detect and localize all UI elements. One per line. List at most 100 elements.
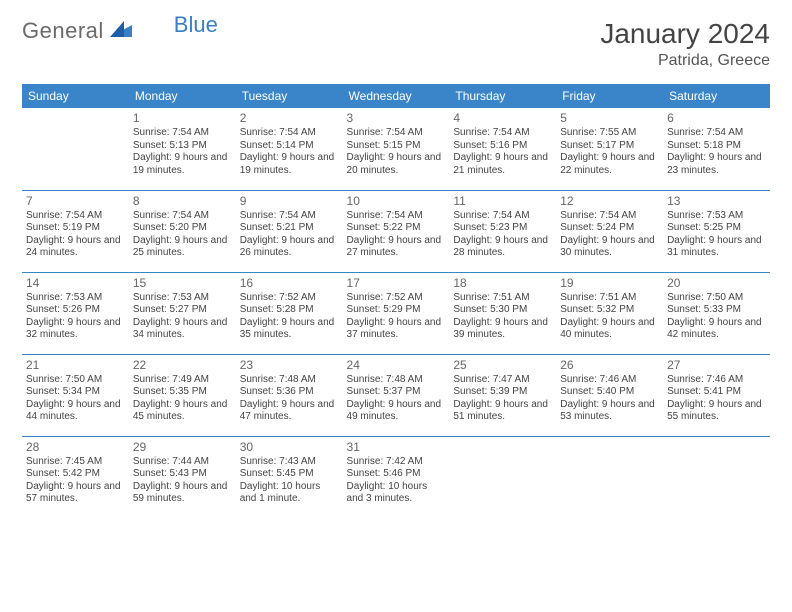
title-block: January 2024 Patrida, Greece xyxy=(600,18,770,70)
calendar-cell xyxy=(556,436,663,518)
sunset-line: Sunset: 5:33 PM xyxy=(667,304,766,317)
sunrise-line: Sunrise: 7:42 AM xyxy=(347,456,446,469)
logo-text-general: General xyxy=(22,18,104,44)
daylight-line: Daylight: 9 hours and 22 minutes. xyxy=(560,152,659,177)
calendar-cell: 5Sunrise: 7:55 AMSunset: 5:17 PMDaylight… xyxy=(556,108,663,190)
day-number: 29 xyxy=(133,440,232,455)
calendar-cell: 3Sunrise: 7:54 AMSunset: 5:15 PMDaylight… xyxy=(343,108,450,190)
sunrise-line: Sunrise: 7:54 AM xyxy=(667,127,766,140)
sunset-line: Sunset: 5:14 PM xyxy=(240,140,339,153)
calendar-cell: 11Sunrise: 7:54 AMSunset: 5:23 PMDayligh… xyxy=(449,190,556,272)
daylight-line: Daylight: 9 hours and 31 minutes. xyxy=(667,235,766,260)
day-number: 24 xyxy=(347,358,446,373)
calendar-cell: 12Sunrise: 7:54 AMSunset: 5:24 PMDayligh… xyxy=(556,190,663,272)
sunrise-line: Sunrise: 7:54 AM xyxy=(453,210,552,223)
calendar-cell: 28Sunrise: 7:45 AMSunset: 5:42 PMDayligh… xyxy=(22,436,129,518)
daylight-line: Daylight: 9 hours and 28 minutes. xyxy=(453,235,552,260)
daylight-line: Daylight: 9 hours and 42 minutes. xyxy=(667,317,766,342)
calendar-cell: 30Sunrise: 7:43 AMSunset: 5:45 PMDayligh… xyxy=(236,436,343,518)
day-number: 22 xyxy=(133,358,232,373)
day-number: 21 xyxy=(26,358,125,373)
sunset-line: Sunset: 5:28 PM xyxy=(240,304,339,317)
day-number: 27 xyxy=(667,358,766,373)
sunrise-line: Sunrise: 7:45 AM xyxy=(26,456,125,469)
daylight-line: Daylight: 9 hours and 57 minutes. xyxy=(26,481,125,506)
daylight-line: Daylight: 9 hours and 19 minutes. xyxy=(133,152,232,177)
daylight-line: Daylight: 9 hours and 47 minutes. xyxy=(240,399,339,424)
location: Patrida, Greece xyxy=(600,52,770,70)
day-number: 31 xyxy=(347,440,446,455)
daylight-line: Daylight: 9 hours and 26 minutes. xyxy=(240,235,339,260)
calendar-week: 1Sunrise: 7:54 AMSunset: 5:13 PMDaylight… xyxy=(22,108,770,190)
day-number: 5 xyxy=(560,111,659,126)
calendar-cell: 29Sunrise: 7:44 AMSunset: 5:43 PMDayligh… xyxy=(129,436,236,518)
sunset-line: Sunset: 5:34 PM xyxy=(26,386,125,399)
sunrise-line: Sunrise: 7:52 AM xyxy=(240,292,339,305)
calendar-cell xyxy=(22,108,129,190)
sunset-line: Sunset: 5:15 PM xyxy=(347,140,446,153)
calendar-cell: 13Sunrise: 7:53 AMSunset: 5:25 PMDayligh… xyxy=(663,190,770,272)
sunrise-line: Sunrise: 7:46 AM xyxy=(560,374,659,387)
sunset-line: Sunset: 5:18 PM xyxy=(667,140,766,153)
calendar-cell: 31Sunrise: 7:42 AMSunset: 5:46 PMDayligh… xyxy=(343,436,450,518)
day-number: 12 xyxy=(560,194,659,209)
calendar-week: 7Sunrise: 7:54 AMSunset: 5:19 PMDaylight… xyxy=(22,190,770,272)
sunset-line: Sunset: 5:32 PM xyxy=(560,304,659,317)
calendar-cell: 19Sunrise: 7:51 AMSunset: 5:32 PMDayligh… xyxy=(556,272,663,354)
calendar-cell: 10Sunrise: 7:54 AMSunset: 5:22 PMDayligh… xyxy=(343,190,450,272)
day-number: 17 xyxy=(347,276,446,291)
sunset-line: Sunset: 5:16 PM xyxy=(453,140,552,153)
sunrise-line: Sunrise: 7:48 AM xyxy=(347,374,446,387)
day-number: 25 xyxy=(453,358,552,373)
day-header: Wednesday xyxy=(343,84,450,108)
daylight-line: Daylight: 9 hours and 40 minutes. xyxy=(560,317,659,342)
calendar-table: SundayMondayTuesdayWednesdayThursdayFrid… xyxy=(22,84,770,518)
calendar-cell: 2Sunrise: 7:54 AMSunset: 5:14 PMDaylight… xyxy=(236,108,343,190)
sunrise-line: Sunrise: 7:54 AM xyxy=(133,210,232,223)
daylight-line: Daylight: 9 hours and 49 minutes. xyxy=(347,399,446,424)
sunrise-line: Sunrise: 7:50 AM xyxy=(26,374,125,387)
calendar-cell: 1Sunrise: 7:54 AMSunset: 5:13 PMDaylight… xyxy=(129,108,236,190)
calendar-week: 14Sunrise: 7:53 AMSunset: 5:26 PMDayligh… xyxy=(22,272,770,354)
calendar-cell: 20Sunrise: 7:50 AMSunset: 5:33 PMDayligh… xyxy=(663,272,770,354)
daylight-line: Daylight: 10 hours and 1 minute. xyxy=(240,481,339,506)
day-number: 9 xyxy=(240,194,339,209)
daylight-line: Daylight: 9 hours and 20 minutes. xyxy=(347,152,446,177)
sunset-line: Sunset: 5:42 PM xyxy=(26,468,125,481)
calendar-week: 28Sunrise: 7:45 AMSunset: 5:42 PMDayligh… xyxy=(22,436,770,518)
sunset-line: Sunset: 5:36 PM xyxy=(240,386,339,399)
daylight-line: Daylight: 10 hours and 3 minutes. xyxy=(347,481,446,506)
sunset-line: Sunset: 5:27 PM xyxy=(133,304,232,317)
sunset-line: Sunset: 5:43 PM xyxy=(133,468,232,481)
day-number: 15 xyxy=(133,276,232,291)
daylight-line: Daylight: 9 hours and 27 minutes. xyxy=(347,235,446,260)
sunrise-line: Sunrise: 7:54 AM xyxy=(453,127,552,140)
day-number: 13 xyxy=(667,194,766,209)
day-number: 23 xyxy=(240,358,339,373)
daylight-line: Daylight: 9 hours and 53 minutes. xyxy=(560,399,659,424)
sunrise-line: Sunrise: 7:51 AM xyxy=(560,292,659,305)
day-number: 30 xyxy=(240,440,339,455)
day-header: Friday xyxy=(556,84,663,108)
day-number: 1 xyxy=(133,111,232,126)
calendar-cell xyxy=(663,436,770,518)
sunset-line: Sunset: 5:17 PM xyxy=(560,140,659,153)
sunrise-line: Sunrise: 7:54 AM xyxy=(560,210,659,223)
daylight-line: Daylight: 9 hours and 51 minutes. xyxy=(453,399,552,424)
daylight-line: Daylight: 9 hours and 35 minutes. xyxy=(240,317,339,342)
sunset-line: Sunset: 5:20 PM xyxy=(133,222,232,235)
calendar-cell: 22Sunrise: 7:49 AMSunset: 5:35 PMDayligh… xyxy=(129,354,236,436)
daylight-line: Daylight: 9 hours and 39 minutes. xyxy=(453,317,552,342)
sunset-line: Sunset: 5:41 PM xyxy=(667,386,766,399)
sunset-line: Sunset: 5:26 PM xyxy=(26,304,125,317)
sunset-line: Sunset: 5:40 PM xyxy=(560,386,659,399)
sunrise-line: Sunrise: 7:49 AM xyxy=(133,374,232,387)
calendar-cell: 26Sunrise: 7:46 AMSunset: 5:40 PMDayligh… xyxy=(556,354,663,436)
calendar-cell: 23Sunrise: 7:48 AMSunset: 5:36 PMDayligh… xyxy=(236,354,343,436)
day-number: 2 xyxy=(240,111,339,126)
sunset-line: Sunset: 5:35 PM xyxy=(133,386,232,399)
daylight-line: Daylight: 9 hours and 23 minutes. xyxy=(667,152,766,177)
sunrise-line: Sunrise: 7:54 AM xyxy=(240,127,339,140)
day-number: 18 xyxy=(453,276,552,291)
day-header: Sunday xyxy=(22,84,129,108)
